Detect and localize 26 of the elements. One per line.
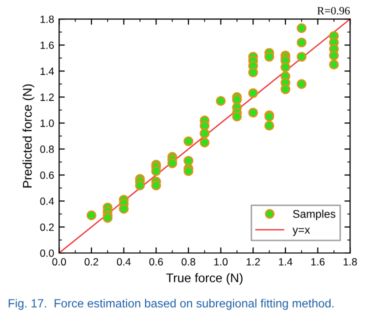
x-tick-label: 1.0 — [214, 258, 228, 266]
y-tick-label: 0.4 — [40, 198, 54, 205]
legend-label: y=x — [292, 228, 310, 236]
y-tick-label: 0.8 — [40, 146, 54, 153]
y-tick-label: 1.2 — [40, 94, 54, 101]
y-tick-label: 0.0 — [40, 250, 54, 257]
legend-label: Samples — [293, 210, 336, 220]
y-tick-label: 0.2 — [40, 224, 54, 231]
y-tick-label: 1.6 — [40, 42, 54, 49]
x-tick-label: 0.2 — [84, 258, 98, 266]
text: R=0.96 — [317, 6, 350, 15]
x-tick-label: 0.6 — [149, 258, 163, 266]
caption: Fig. 17. Force estimation based on subregional fitting method. — [8, 298, 334, 310]
x-tick-label: 1.8 — [344, 258, 357, 266]
x-tick-label: 0.4 — [116, 258, 131, 266]
x-tick-label: 0.0 — [52, 258, 66, 266]
y-tick-label: 1.0 — [40, 120, 54, 127]
x-tick-label: 1.2 — [246, 258, 260, 266]
x-tick-label: 0.8 — [182, 258, 196, 266]
x-tick-label: 1.4 — [278, 258, 292, 266]
x-axis-title: True force (N) — [166, 273, 242, 285]
y-axis-title: Predicted force (N) — [22, 84, 34, 188]
y-tick-label: 0.6 — [40, 172, 54, 179]
x-tick-label: 1.6 — [311, 258, 325, 266]
y-tick-label: 1.4 — [40, 68, 54, 75]
y-tick-label: 1.8 — [40, 16, 54, 23]
